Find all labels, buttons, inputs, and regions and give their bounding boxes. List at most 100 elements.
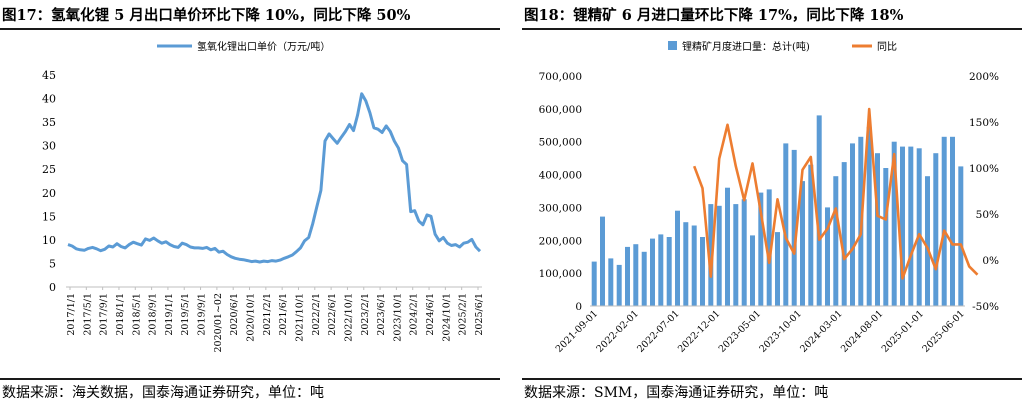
y2-tick-label: 100% [969,163,999,175]
y2-tick-label: 200% [969,71,999,83]
figure-source: 数据来源：SMM，国泰海通证券研究，单位：吨 [524,385,829,401]
bar [883,168,889,306]
y-tick-label: 45 [42,69,56,82]
y-tick-label: 30 [42,140,56,153]
y-tick-label: 40 [42,93,56,106]
x-tick-label: 2023/6/1 [376,293,387,336]
bar [850,143,855,306]
bar [941,136,947,306]
x-tick-label: 2018/1/1 [115,293,126,336]
y-tick-label: 0 [575,301,582,313]
x-tick-label: 2025/6/1 [474,293,485,336]
x-tick-label: 2017/9/1 [99,293,110,336]
x-tick-label: 2023-05-01 [717,308,764,355]
x-tick-label: 2024-03-01 [798,308,845,355]
y-tick-label: 35 [42,116,56,129]
bar [691,225,697,306]
bar [816,115,822,307]
y-tick-label: 400,000 [539,170,582,182]
bottom-rule [522,378,1022,380]
bar [958,166,964,306]
y-tick-label: 25 [42,163,56,176]
x-tick-label: 2021-09-01 [554,308,601,355]
x-tick-label: 2021/2/1 [262,293,273,336]
x-tick-label: 2024/6/1 [425,293,436,336]
bar [891,141,897,306]
x-tick-label: 2023/10/1 [392,293,403,342]
bar [833,176,839,306]
x-tick-label: 2022/6/1 [327,293,338,336]
bar [666,237,672,306]
bar [658,234,664,306]
x-tick-label: 2022-07-01 [635,308,682,355]
y-tick-label: 600,000 [539,104,582,116]
x-tick-label: 2022/10/1 [343,293,354,342]
bar [608,258,614,306]
x-tick-label: 2022/2/1 [311,293,322,336]
bar [950,136,955,306]
bar [733,204,739,306]
x-tick-label: 2023-10-01 [757,308,804,355]
bar [916,148,922,306]
x-tick-label: 2025/2/1 [458,293,469,336]
bar [808,164,814,306]
x-tick-label: 2024/10/1 [441,293,452,342]
y-tick-label: 100,000 [539,268,582,280]
y2-tick-label: 0% [982,255,999,267]
y-tick-label: 700,000 [539,71,582,83]
y-tick-label: 15 [42,210,56,223]
x-tick-label: 2021/6/1 [278,293,289,336]
x-tick-label: 2025-06-01 [920,308,967,355]
bar [625,246,630,306]
y-tick-label: 300,000 [539,202,582,214]
legend-label-line: 同比 [877,41,897,53]
y-tick-label: 5 [49,257,56,270]
y2-tick-label: -50% [972,301,999,313]
x-tick-label: 2017/5/1 [82,293,93,336]
x-tick-label: 2019/1/1 [164,293,175,336]
bar [758,192,764,306]
bar [825,207,830,306]
bar [925,176,930,306]
bar [841,162,847,306]
legend-swatch-bar [668,41,677,50]
x-tick-label: 2020/10/1 [246,293,257,342]
x-tick-label: 2018/5/1 [131,293,142,336]
top-rule [522,28,1022,30]
bar [900,146,905,306]
series-line-price [67,92,482,264]
bar [908,146,914,306]
x-tick-label: 2017/1/1 [66,293,77,336]
bar [750,235,755,306]
bar [683,222,689,306]
bar [800,181,805,306]
x-tick-label: 2020/6/1 [229,293,240,336]
figure-right: 图18：锂精矿 6 月进口量环比下降 17%，同比下降 18% 锂精矿月度进口量… [522,0,1032,405]
x-tick-label: 2022-12-01 [676,308,723,355]
legend-label: 氢氧化锂出口单价（万元/吨） [197,40,330,53]
bar [875,153,880,306]
figure-title: 图18：锂精矿 6 月进口量环比下降 17%，同比下降 18% [524,7,904,24]
bar [933,153,939,306]
y2-tick-label: 150% [969,117,999,129]
x-tick-label: 2024-08-01 [839,308,886,355]
y-tick-label: 500,000 [539,137,582,149]
x-tick-label: 2020/01~02 [213,293,224,353]
lithium-concentrate-import-chart: 锂精矿月度进口量：总计(吨) 同比 0 100,000 200,000 300,000 40… [539,40,999,355]
x-tick-label: 2019/5/1 [180,293,191,336]
bar [791,149,797,306]
bar [700,237,705,306]
bar [741,199,747,306]
bar [725,187,730,306]
bar [591,261,597,306]
bar [716,205,722,306]
y2-tick-label: 50% [976,209,999,221]
y-tick-label: 20 [42,187,56,200]
legend-label-bar: 锂精矿月度进口量：总计(吨) [682,40,810,53]
y-tick-label: 200,000 [539,235,582,247]
bar [866,126,872,307]
bottom-rule [0,378,500,380]
x-tick-label: 2019/9/1 [197,293,208,336]
bar [675,210,680,306]
bar [775,232,780,306]
